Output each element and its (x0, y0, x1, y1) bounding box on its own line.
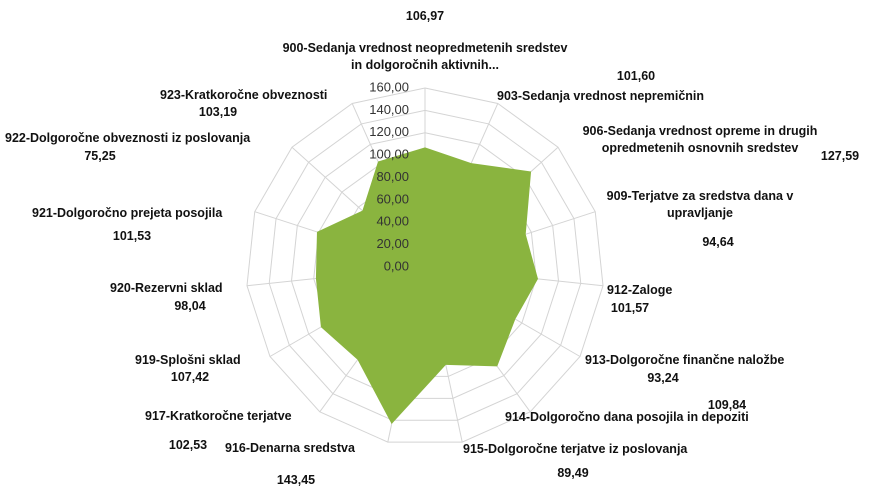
category-label: 920-Rezervni sklad (110, 281, 223, 295)
y-tick-label: 160,00 (369, 79, 409, 94)
value-label: 101,57 (610, 301, 650, 315)
grid-ring (246, 87, 604, 443)
grid-ring (290, 132, 560, 399)
y-tick-label: 40,00 (376, 214, 409, 229)
category-label: 906-Sedanja vrednost opreme in drugih op… (582, 124, 818, 155)
category-label: 900-Sedanja vrednost neopredmetenih sred… (282, 41, 568, 72)
value-label: 75,25 (84, 149, 116, 163)
y-tick-label: 140,00 (369, 102, 409, 117)
value-label: 93,24 (647, 371, 679, 385)
value-label: 102,53 (168, 438, 208, 452)
value-label: 143,45 (276, 473, 316, 487)
y-tick-label: 100,00 (369, 147, 409, 162)
value-label: 101,53 (112, 229, 152, 243)
category-label: 913-Dolgoročne finančne naložbe (585, 353, 785, 367)
category-label: 903-Sedanja vrednost nepremičnin (497, 89, 705, 103)
category-label: 909-Terjatve za sredstva dana v upravlja… (606, 189, 794, 220)
y-tick-label: 120,00 (369, 124, 409, 139)
value-label: 89,49 (557, 466, 589, 480)
category-label: 916-Denarna sredstva (225, 441, 355, 455)
value-label: 109,84 (707, 398, 747, 412)
category-label: 919-Splošni sklad (135, 353, 241, 367)
grid-ring (268, 109, 582, 421)
category-label: 922-Dolgoročne obveznosti iz poslovanja (5, 131, 251, 145)
category-label: 921-Dolgoročno prejeta posojila (32, 206, 223, 220)
category-label: 915-Dolgoročne terjatve iz poslovanja (463, 442, 688, 456)
value-label: 106,97 (405, 9, 445, 23)
y-tick-label: 80,00 (376, 169, 409, 184)
data-area (315, 147, 539, 424)
category-label: 912-Zaloge (607, 283, 673, 297)
y-tick-label: 20,00 (376, 236, 409, 251)
value-label: 94,64 (702, 235, 734, 249)
value-label: 103,19 (198, 105, 238, 119)
value-label: 107,42 (170, 370, 210, 384)
category-label: 914-Dolgoročno dana posojila in depoziti (505, 410, 749, 424)
value-label: 101,60 (616, 69, 656, 83)
y-tick-label: 60,00 (376, 191, 409, 206)
category-label: 923-Kratkoročne obveznosti (160, 88, 328, 102)
value-label: 127,59 (820, 149, 860, 163)
category-label: 917-Kratkoročne terjatve (145, 409, 292, 423)
y-tick-label: 0,00 (384, 258, 409, 273)
value-label: 98,04 (174, 299, 206, 313)
